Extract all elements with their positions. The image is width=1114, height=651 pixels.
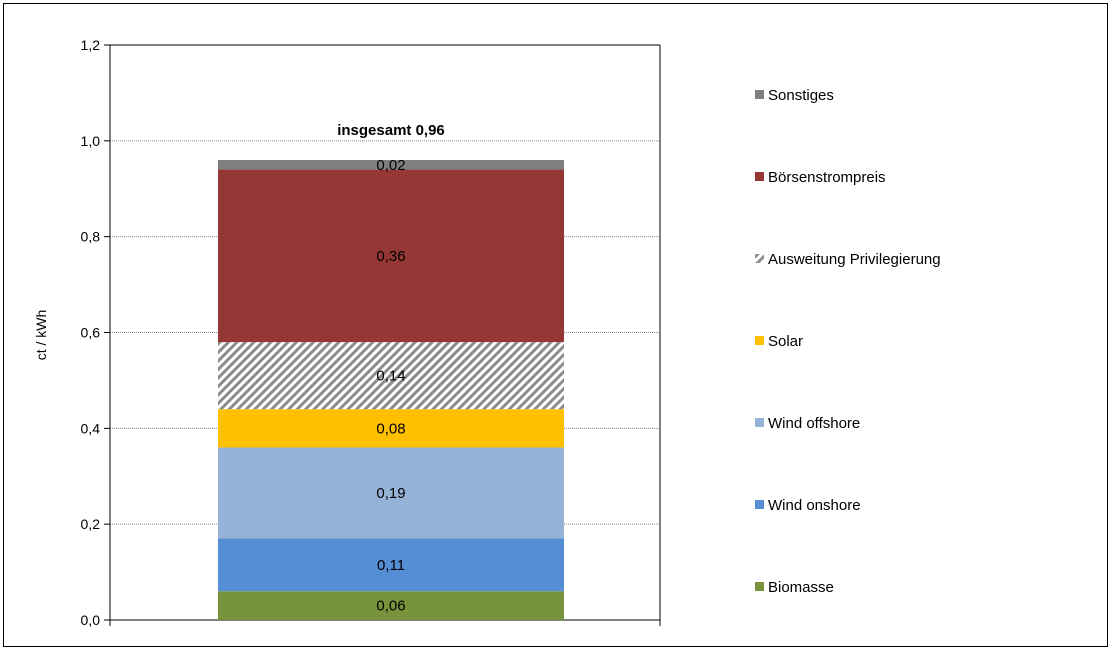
total-label: insgesamt 0,96	[337, 122, 445, 139]
bar-stack	[218, 160, 564, 620]
data-label-biomasse: 0,06	[376, 598, 405, 615]
data-label-sonstiges: 0,02	[376, 157, 405, 174]
legend-swatch-biomasse	[755, 582, 764, 591]
y-axis-title: ct / kWh	[33, 310, 49, 361]
y-tick-label: 1,2	[81, 37, 101, 53]
legend-swatch-wind-offshore	[755, 418, 764, 427]
bar-segment-b-rsenstrompreis	[218, 169, 564, 343]
y-tick-label: 0,6	[81, 325, 101, 341]
legend-swatch-ausweitung-privilegierung	[755, 254, 764, 263]
y-tick-label: 0,0	[81, 612, 101, 628]
data-labels: 0,06 0,11 0,19 0,08 0,14 0,36 0,02	[376, 157, 405, 615]
legend-label-ausweitung-privilegierung: Ausweitung Privilegierung	[768, 251, 941, 268]
bar-segment-biomasse	[218, 591, 564, 620]
bar-segment-ausweitung-privilegierung	[218, 342, 564, 410]
y-tick-label: 1,0	[81, 133, 101, 149]
bar-segment-wind-offshore	[218, 447, 564, 539]
data-label-ausweitung-privilegierung: 0,14	[376, 368, 405, 385]
legend-swatch-solar	[755, 336, 764, 345]
legend-label-b-rsenstrompreis: Börsenstrompreis	[768, 169, 886, 186]
bar-segment-solar	[218, 409, 564, 448]
legend-swatch-wind-onshore	[755, 500, 764, 509]
legend-swatch-sonstiges	[755, 90, 764, 99]
legend: Sonstiges Börsenstrompreis Ausweitung Priv…	[755, 87, 941, 596]
legend-swatch-b-rsenstrompreis	[755, 172, 764, 181]
legend-label-sonstiges: Sonstiges	[768, 87, 834, 104]
legend-label-wind-offshore: Wind offshore	[768, 415, 860, 432]
legend-label-solar: Solar	[768, 333, 803, 350]
y-tick-label: 0,8	[81, 229, 101, 245]
legend-label-biomasse: Biomasse	[768, 579, 834, 596]
bar-segment-wind-onshore	[218, 538, 564, 592]
bar-segment-sonstiges	[218, 160, 564, 170]
data-label-b-rsenstrompreis: 0,36	[376, 248, 405, 265]
data-label-wind-onshore: 0,11	[377, 557, 405, 574]
y-tick-label: 0,2	[81, 516, 101, 532]
legend-label-wind-onshore: Wind onshore	[768, 497, 861, 514]
data-label-solar: 0,08	[376, 420, 405, 437]
data-label-wind-offshore: 0,19	[376, 485, 405, 502]
y-tick-label: 0,4	[81, 420, 101, 436]
